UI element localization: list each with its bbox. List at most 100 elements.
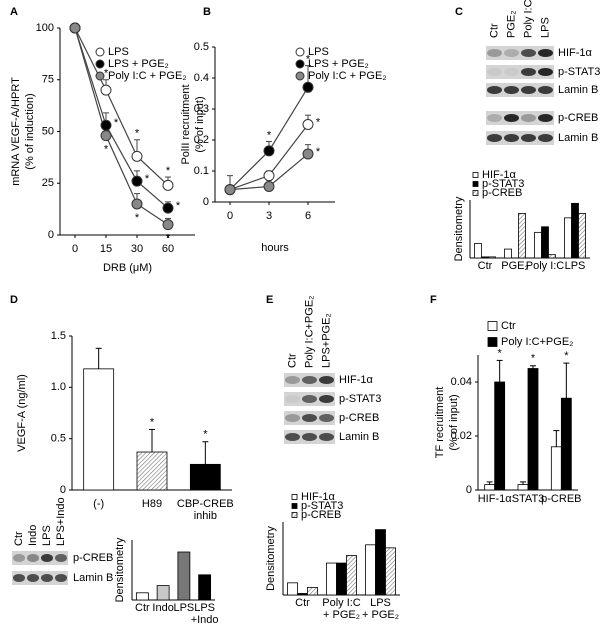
y-tick-label: 0: [466, 484, 472, 496]
y-tick-label: 0: [48, 229, 54, 241]
band-label: p-STAT3: [558, 66, 600, 78]
lane-label: LPS: [539, 17, 551, 38]
blot-band: [319, 395, 334, 403]
blot-band: [55, 574, 67, 582]
x-tick-label: Indo: [152, 602, 173, 614]
bar: [571, 202, 579, 259]
legend-label: LPS: [308, 46, 329, 58]
legend-swatch: [291, 512, 298, 518]
lane-label: LPS: [41, 525, 53, 546]
series-line: [74, 27, 169, 209]
band-label: HIF-1α: [339, 374, 374, 386]
data-point: [162, 202, 174, 214]
bar: [578, 212, 586, 259]
bar: [189, 463, 221, 491]
bar: [484, 484, 496, 491]
blot-band: [27, 574, 39, 582]
x-axis-label: hours: [261, 242, 289, 254]
blot-strip: [486, 83, 554, 97]
bar: [385, 547, 396, 596]
significance-mark: *: [104, 68, 109, 80]
data-point: [100, 130, 112, 142]
blot-band: [521, 114, 536, 122]
y-tick-label: 0.02: [451, 430, 472, 442]
blot-band: [504, 114, 519, 122]
x-tick-label: LPS: [565, 260, 586, 272]
legend-label: Poly I:C + PGE₂: [308, 70, 387, 82]
lane-label: Poly I:C+PGE₂: [303, 296, 315, 368]
legend-marker: [295, 47, 305, 57]
x-tick-label: STAT3: [512, 493, 545, 505]
blot-strip: [486, 65, 554, 79]
bar: [560, 397, 572, 491]
bar: [83, 368, 115, 491]
panel-label: A: [10, 6, 18, 18]
data-point: [162, 219, 174, 231]
x-tick-label: HIF-1α: [478, 493, 513, 505]
bar: [135, 592, 149, 601]
blot-band: [521, 86, 536, 94]
legend-swatch: [291, 494, 298, 500]
blot-strip: [486, 131, 554, 145]
y-tick-label: 0: [60, 484, 66, 496]
band-label: p-CREB: [339, 412, 379, 424]
x-tick-label: 0: [227, 210, 233, 222]
y-tick-label: 50: [42, 125, 54, 137]
data-point: [302, 148, 314, 160]
data-point: [131, 198, 143, 210]
band-label: Lamin B: [558, 132, 598, 144]
significance-mark: *: [316, 146, 321, 158]
legend-marker: [95, 59, 105, 69]
legend-label: Poly I:C + PGE₂: [108, 70, 187, 82]
y-tick-label: 0.4: [194, 72, 209, 84]
y-tick-label: 0.5: [194, 41, 209, 53]
band-label: p-STAT3: [339, 393, 381, 405]
series-line: [74, 27, 169, 226]
legend-label: p-CREB: [301, 509, 341, 521]
significance-mark: *: [306, 54, 311, 66]
blot-band: [285, 395, 300, 403]
y-axis-label: TF recruitment: [434, 387, 446, 459]
lane-label: Ctr: [286, 353, 298, 368]
lane-label: Ctr: [13, 531, 25, 546]
legend-swatch: [291, 503, 298, 509]
blot-band: [285, 414, 300, 422]
series-line: [74, 27, 169, 186]
y-tick-label: 100: [36, 22, 54, 34]
bar: [375, 529, 386, 596]
y-tick-label: 25: [42, 177, 54, 189]
bar: [474, 243, 482, 259]
x-axis-label: DRB (μM): [103, 262, 152, 274]
band-label: Lamin B: [73, 572, 113, 584]
data-point: [69, 22, 81, 34]
x-tick-label: Poly I:C + PGE₂: [322, 597, 361, 621]
bar: [326, 562, 337, 596]
lane-label: LPS+Indo: [55, 497, 67, 546]
legend-marker: [95, 47, 105, 57]
x-tick-label: (-): [93, 498, 104, 510]
bar: [518, 212, 526, 259]
blot-band: [487, 49, 502, 57]
bar: [517, 484, 529, 491]
data-point: [302, 81, 314, 93]
x-tick-label: Ctr: [135, 602, 150, 614]
blot-band: [538, 86, 553, 94]
band-label: Lamin B: [339, 431, 379, 443]
blot-band: [538, 114, 553, 122]
blot-strip: [12, 571, 68, 585]
bar: [488, 256, 496, 259]
y-axis-label: (% of input): [194, 96, 206, 152]
blot-band: [504, 68, 519, 76]
lane-label: PGE₂: [505, 11, 517, 39]
data-point: [302, 119, 314, 130]
blot-band: [319, 433, 334, 441]
blot-strip: [12, 551, 68, 565]
legend-swatch: [472, 172, 479, 178]
significance-mark: *: [145, 173, 150, 185]
legend-label: Ctr: [501, 320, 516, 332]
blot-band: [55, 554, 67, 562]
x-tick-label: PGE₂: [501, 260, 529, 272]
bar: [297, 593, 308, 596]
bar: [177, 551, 191, 601]
bar: [494, 381, 506, 491]
